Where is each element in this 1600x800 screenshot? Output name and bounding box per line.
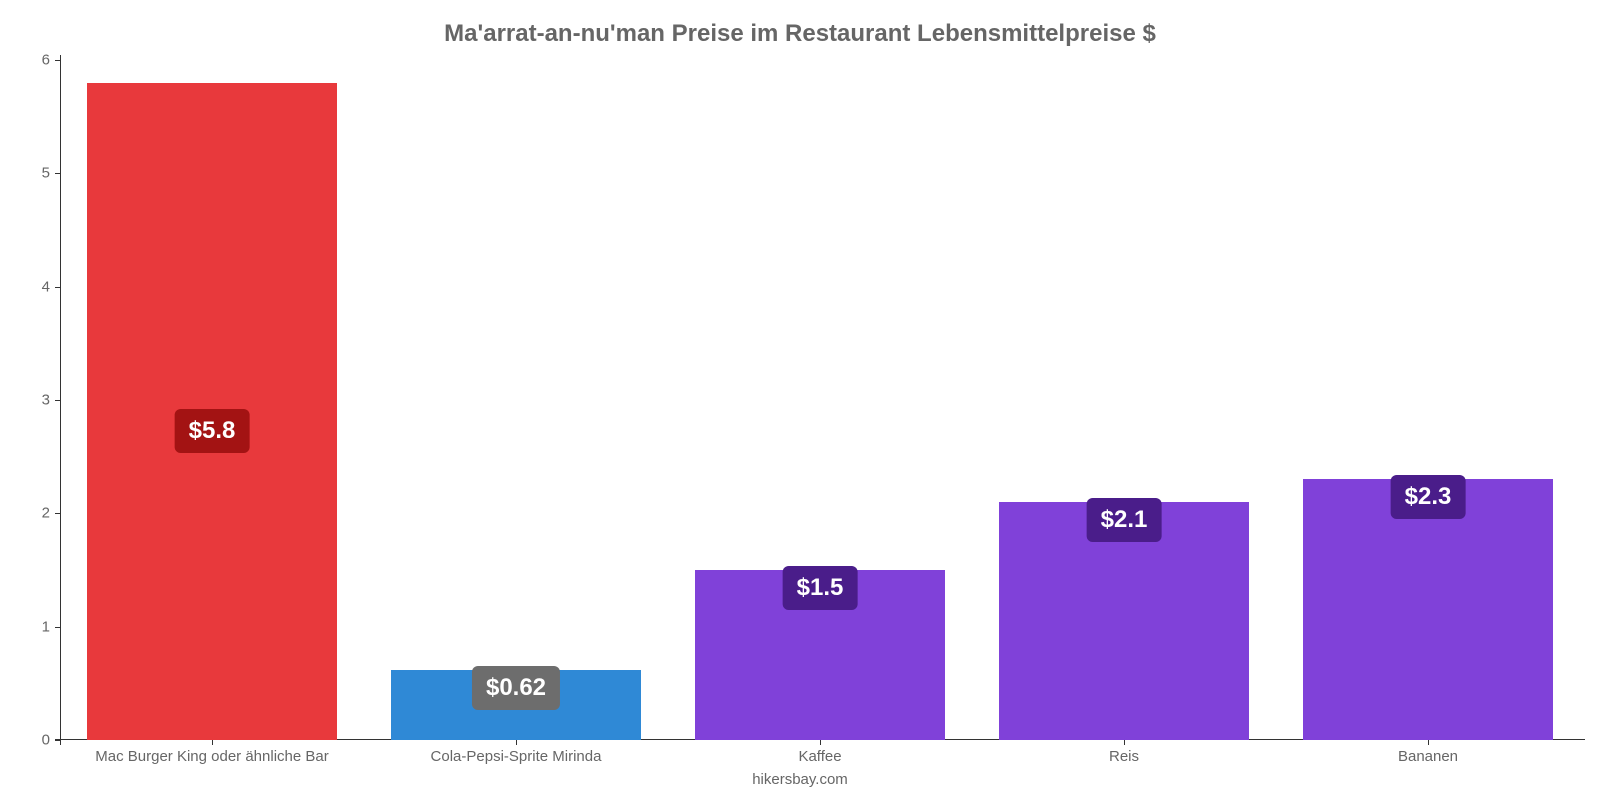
y-tick-label: 3: [42, 392, 50, 409]
y-tick-mark: [55, 60, 60, 61]
y-tick-mark: [55, 627, 60, 628]
y-tick-label: 0: [42, 732, 50, 749]
chart-footer: hikersbay.com: [0, 771, 1600, 788]
bar-value-label: $5.8: [175, 409, 250, 453]
x-tick-mark: [820, 740, 821, 745]
y-tick-label: 5: [42, 165, 50, 182]
y-tick-label: 6: [42, 52, 50, 69]
x-category-label: Reis: [1109, 748, 1139, 765]
plot-area: 0123456Mac Burger King oder ähnliche Bar…: [60, 60, 1580, 740]
x-tick-mark: [516, 740, 517, 745]
x-tick-mark: [212, 740, 213, 745]
y-tick-mark: [55, 173, 60, 174]
x-category-label: Bananen: [1398, 748, 1458, 765]
price-bar-chart: Ma'arrat-an-nu'man Preise im Restaurant …: [0, 0, 1600, 800]
bar-value-label: $2.3: [1391, 475, 1466, 519]
y-tick-mark: [55, 513, 60, 514]
y-axis-line: [60, 55, 61, 745]
y-tick-mark: [55, 400, 60, 401]
x-tick-mark: [1124, 740, 1125, 745]
x-category-label: Mac Burger King oder ähnliche Bar: [95, 748, 328, 765]
y-tick-label: 2: [42, 505, 50, 522]
x-category-label: Kaffee: [798, 748, 841, 765]
x-tick-mark: [1428, 740, 1429, 745]
bar-value-label: $0.62: [472, 666, 560, 710]
y-tick-mark: [55, 740, 60, 741]
y-tick-mark: [55, 287, 60, 288]
x-category-label: Cola-Pepsi-Sprite Mirinda: [431, 748, 602, 765]
y-tick-label: 4: [42, 278, 50, 295]
bar-value-label: $1.5: [783, 566, 858, 610]
chart-title: Ma'arrat-an-nu'man Preise im Restaurant …: [0, 20, 1600, 48]
y-tick-label: 1: [42, 618, 50, 635]
bar-value-label: $2.1: [1087, 498, 1162, 542]
